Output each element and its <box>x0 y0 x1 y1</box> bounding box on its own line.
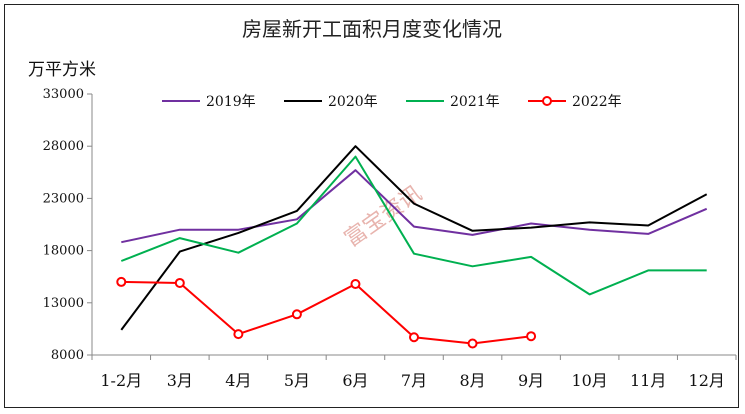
legend-label-2: 2021年 <box>450 94 500 110</box>
x-tick-label: 3月 <box>167 371 193 390</box>
legend: 2019年 2020年 2021年 2022年 <box>162 94 622 110</box>
data-point <box>116 276 127 287</box>
watermark-text: 富宝资讯 <box>340 181 426 252</box>
y-tick-label: 33000 <box>43 87 84 102</box>
chart-frame <box>4 4 739 408</box>
data-point <box>291 309 302 320</box>
y-tick-label: 13000 <box>43 296 84 311</box>
x-tick-label: 1-2月 <box>100 371 142 390</box>
y-tick-label: 28000 <box>43 139 84 154</box>
legend-label-1: 2020年 <box>328 94 378 110</box>
data-point <box>467 338 478 349</box>
series-line-3 <box>121 280 532 345</box>
series-line-0 <box>121 169 708 244</box>
legend-label-0: 2019年 <box>206 94 256 110</box>
x-tick-label: 7月 <box>401 371 427 390</box>
x-tick-label: 9月 <box>518 371 544 390</box>
legend-label-3: 2022年 <box>572 94 622 110</box>
chart-title: 房屋新开工面积月度变化情况 <box>242 17 502 41</box>
x-tick-label: 11月 <box>630 371 666 390</box>
series-layer <box>116 145 708 349</box>
x-tick-label: 12月 <box>689 371 725 390</box>
series-line-2 <box>120 155 707 296</box>
y-axis-label: 万平方米 <box>28 60 96 80</box>
legend-marker <box>542 96 552 106</box>
x-tick-label: 4月 <box>225 371 251 390</box>
x-tick-label: 5月 <box>284 371 310 390</box>
plot-axes: 8000 13000 18000 23000 28000 33000 1-2月 3月 4月 5月 6… <box>43 87 737 390</box>
data-point <box>350 279 361 290</box>
y-tick-label: 23000 <box>43 191 84 206</box>
data-point <box>233 329 244 340</box>
data-point <box>409 332 419 343</box>
data-point <box>526 331 537 342</box>
data-point <box>174 277 185 288</box>
x-tick-label: 6月 <box>342 371 368 390</box>
x-tick-label: 8月 <box>459 371 485 390</box>
series-line-1 <box>120 145 708 331</box>
y-tick-label: 8000 <box>51 348 84 363</box>
x-tick-label: 10月 <box>571 371 607 390</box>
y-tick-label: 18000 <box>43 244 84 259</box>
